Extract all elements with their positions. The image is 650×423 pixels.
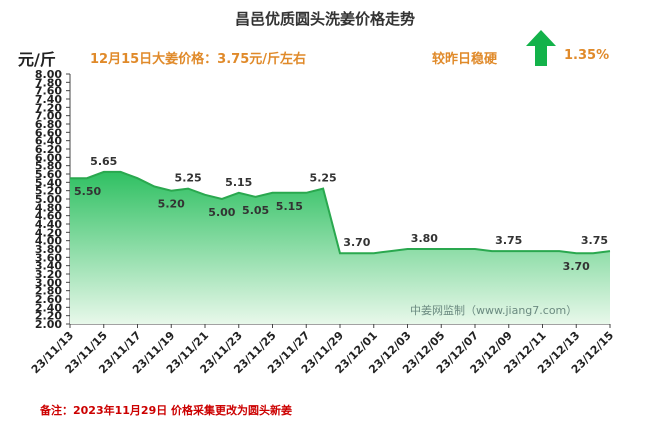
y-tick-label: 5.40 [35,176,62,189]
watermark: 中姜网监制（www.jiang7.com） [410,304,578,317]
data-labels: 5.50 5.65 5.20 5.25 5.00 5.15 5.05 5.15 5.25 3.70… [74,155,608,273]
y-tick-label: 6.80 [35,118,62,131]
data-label: 5.00 [208,206,235,219]
y-tick-label: 8.00 [35,68,62,81]
y-tick-label: 4.00 [35,235,62,248]
y-tick-label: 6.60 [35,126,62,139]
data-label: 5.20 [158,198,185,211]
price-area [70,171,610,324]
y-tick-label: 5.80 [35,160,62,173]
data-label: 3.70 [343,236,370,249]
data-label: 5.15 [276,200,303,213]
y-tick-label: 2.80 [35,285,62,298]
data-label: 5.65 [90,155,117,168]
data-label: 3.75 [581,234,608,247]
data-label: 3.70 [563,260,590,273]
y-tick-label: 6.40 [35,135,62,148]
y-tick-label: 3.00 [35,276,62,289]
unit-label: 元/斤 [18,50,56,69]
y-tick-label: 2.20 [35,310,62,323]
data-label: 5.15 [225,176,252,189]
y-tick-label: 3.60 [35,251,62,264]
data-label: 5.25 [175,172,202,185]
y-tick-label: 7.20 [35,101,62,114]
arrow-up-icon [526,30,556,66]
change-percent: 1.35% [564,48,610,63]
y-tick-label: 7.40 [35,93,62,106]
y-tick-label: 6.00 [35,151,62,164]
headline-price: 12月15日大姜价格：3.75元/斤左右 [90,52,307,67]
price-line [70,170,611,255]
y-tick-label: 4.20 [35,226,62,239]
y-tick-label: 4.60 [35,210,62,223]
y-tick-label: 2.60 [35,293,62,306]
footnote: 备注：2023年11月29日 价格采集更改为圆头新姜 [40,404,293,417]
data-label: 3.80 [411,232,438,245]
status-text: 较昨日稳硬 [432,52,498,67]
data-label: 5.50 [74,185,101,198]
y-tick-label: 7.60 [35,85,62,98]
x-axis: 23/11/1323/11/1523/11/1723/11/1923/11/21… [29,323,616,376]
chart-title: 昌邑优质圆头洗姜价格走势 [234,10,415,28]
y-tick-label: 5.60 [35,168,62,181]
data-label: 5.25 [310,172,337,185]
data-label: 5.05 [242,204,269,217]
y-tick-label: 3.40 [35,260,62,273]
data-label: 3.75 [495,234,522,247]
y-tick-label: 4.80 [35,201,62,214]
y-tick-label: 2.40 [35,301,62,314]
y-tick-label: 7.80 [35,76,62,89]
y-tick-label: 3.20 [35,268,62,281]
arrow-up-shape [526,30,556,66]
y-tick-label: 5.20 [35,185,62,198]
area-layer [70,170,611,324]
y-tick-label: 3.80 [35,243,62,256]
y-tick-label: 6.20 [35,143,62,156]
y-tick-label: 5.00 [35,193,62,206]
y-tick-label: 4.40 [35,218,62,231]
y-tick-label: 2.00 [35,318,62,331]
y-tick-label: 7.00 [35,110,62,123]
y-axis: 2.002.202.402.602.803.003.203.403.603.80… [35,68,71,331]
